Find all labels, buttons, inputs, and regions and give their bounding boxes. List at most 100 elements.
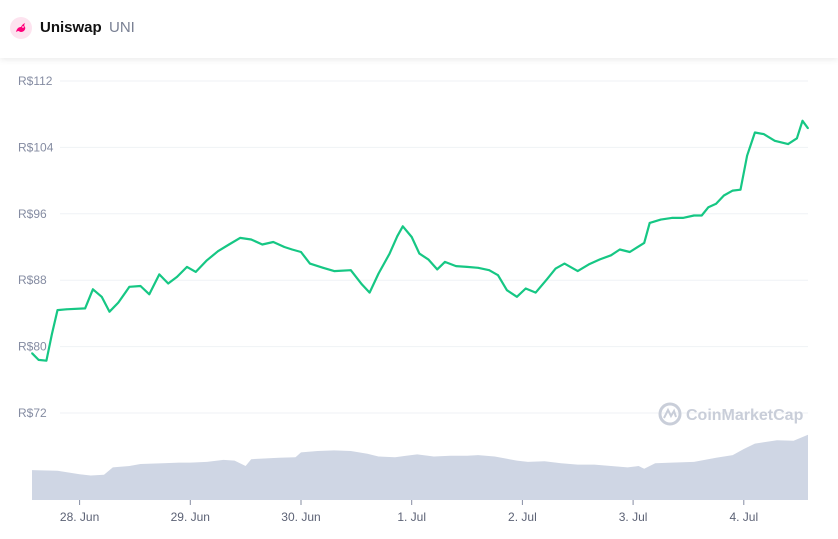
price-point: [682, 217, 684, 219]
price-point: [444, 261, 446, 263]
y-axis-labels: R$112 R$104 R$96 R$88 R$80 R$72: [18, 74, 54, 420]
price-point: [427, 258, 430, 261]
price-line: [31, 119, 809, 362]
price-point: [167, 282, 170, 285]
price-point: [176, 276, 178, 278]
price-point: [576, 270, 579, 272]
price-point: [715, 202, 717, 205]
price-point: [477, 266, 479, 269]
price-point: [700, 214, 703, 217]
price-point: [796, 137, 798, 140]
price-point: [587, 263, 590, 266]
coin-symbol: UNI: [109, 19, 135, 36]
price-point: [610, 254, 612, 257]
price-point: [545, 278, 548, 281]
price-point: [228, 243, 230, 246]
price-point: [148, 293, 151, 296]
x-tick-label: 2. Jul: [508, 510, 537, 524]
price-point: [807, 127, 809, 130]
price-point: [239, 237, 242, 239]
y-tick-label: R$104: [18, 140, 54, 154]
watermark-wave-icon: [663, 407, 677, 419]
price-point: [762, 133, 765, 136]
x-axis: 28. Jun 29. Jun 30. Jun 1. Jul 2. Jul 3. Jul 4…: [60, 500, 758, 524]
y-tick-label: R$96: [18, 207, 47, 221]
watermark-text: CoinMarketCap: [686, 407, 804, 424]
price-point: [128, 285, 131, 288]
price-point: [65, 308, 68, 311]
y-tick-label: R$72: [18, 406, 47, 420]
price-point: [361, 283, 363, 286]
price-point: [117, 301, 120, 304]
volume-area-group: [32, 434, 808, 500]
price-point: [37, 359, 40, 361]
price-point: [92, 288, 94, 291]
price-point: [139, 285, 142, 287]
x-tick-label: 4. Jul: [729, 510, 758, 524]
coinmarketcap-logo-icon: [658, 402, 682, 426]
series-group: [31, 119, 809, 362]
price-point: [261, 243, 264, 246]
price-point: [217, 250, 219, 253]
price-point: [659, 218, 662, 221]
price-point: [396, 235, 399, 238]
price-point: [418, 252, 421, 255]
coin-name: Uniswap: [40, 19, 102, 36]
price-point: [401, 225, 404, 228]
price-point: [563, 262, 566, 265]
x-tick-label: 28. Jun: [60, 510, 99, 524]
chart-grid: [60, 80, 808, 414]
price-point: [693, 214, 695, 217]
price-point: [599, 258, 601, 261]
price-point: [628, 251, 631, 253]
y-tick-label: R$112: [18, 74, 53, 88]
price-point: [754, 131, 756, 134]
price-point: [368, 291, 371, 294]
price-point: [488, 269, 491, 272]
price-point: [410, 236, 413, 238]
price-point: [283, 246, 286, 248]
price-point: [108, 310, 111, 313]
price-point: [497, 274, 499, 277]
price-point: [349, 269, 352, 272]
price-point: [618, 248, 621, 251]
coin-header: Uniswap UNI: [0, 0, 838, 58]
price-point: [31, 352, 33, 355]
price-point: [506, 289, 508, 292]
y-tick-label: R$88: [18, 273, 47, 287]
price-point: [723, 194, 725, 197]
price-point: [186, 266, 188, 268]
price-point: [377, 272, 380, 275]
price-point: [333, 270, 336, 272]
price-point: [158, 273, 161, 276]
price-point: [272, 241, 275, 243]
watermark: CoinMarketCap: [658, 402, 804, 426]
price-point: [746, 154, 748, 157]
price-point: [801, 119, 804, 122]
price-point: [455, 265, 457, 267]
price-point: [206, 259, 208, 262]
price-point: [388, 252, 391, 255]
price-point: [731, 189, 734, 192]
price-point: [707, 206, 710, 209]
price-point: [643, 242, 646, 244]
price-point: [739, 188, 742, 191]
price-point: [534, 291, 537, 294]
price-point: [787, 143, 789, 146]
price-point: [648, 222, 651, 224]
price-point: [45, 359, 48, 362]
price-point: [84, 307, 86, 310]
price-point: [554, 267, 557, 270]
x-tick-label: 1. Jul: [397, 510, 426, 524]
price-point: [436, 268, 439, 271]
price-point: [300, 251, 302, 253]
price-point: [466, 266, 468, 268]
x-tick-label: 29. Jun: [171, 510, 210, 524]
y-tick-label: R$80: [18, 340, 47, 354]
x-tick-label: 3. Jul: [619, 510, 648, 524]
price-point: [670, 217, 673, 219]
price-point: [773, 139, 776, 142]
uniswap-logo-icon: [10, 17, 32, 39]
price-point: [291, 248, 293, 251]
